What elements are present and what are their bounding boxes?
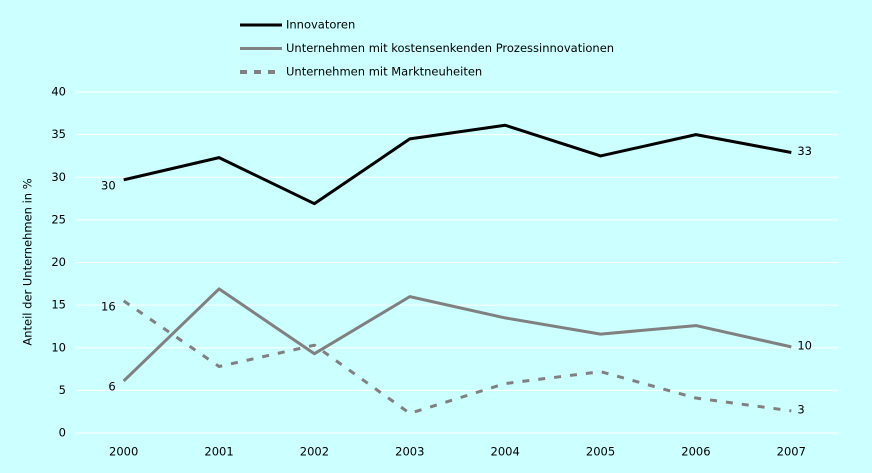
y-tick-label: 25 (51, 212, 66, 226)
data-label: 6 (108, 379, 115, 393)
legend-label: Unternehmen mit Marktneuheiten (286, 65, 482, 79)
x-tick-label: 2001 (204, 445, 233, 459)
series-line (122, 299, 792, 415)
x-tick-label: 2006 (681, 445, 710, 459)
y-axis-label: Anteil der Unternehmen in % (21, 178, 35, 345)
y-tick-label: 0 (59, 426, 66, 440)
y-tick-label: 30 (51, 170, 66, 184)
x-tick-label: 2000 (109, 445, 138, 459)
series-line (123, 123, 792, 206)
data-label: 3 (797, 402, 804, 416)
y-tick-label: 10 (51, 340, 66, 354)
y-tick-label: 35 (51, 127, 66, 141)
x-tick-label: 2004 (491, 445, 520, 459)
x-tick-label: 2002 (300, 445, 329, 459)
series-line (122, 287, 792, 383)
y-tick-label: 40 (51, 85, 66, 99)
data-label: 16 (101, 299, 116, 313)
data-label: 10 (797, 338, 812, 352)
data-label: 30 (101, 178, 116, 192)
x-tick-label: 2003 (395, 445, 424, 459)
y-tick-label: 15 (51, 298, 66, 312)
data-label: 33 (797, 144, 812, 158)
legend-label: Unternehmen mit kostensenkenden Prozessi… (286, 41, 614, 55)
legend-label: Innovatoren (286, 18, 355, 32)
y-tick-label: 20 (51, 255, 66, 269)
x-tick-label: 2005 (586, 445, 615, 459)
y-tick-label: 5 (59, 383, 66, 397)
x-tick-label: 2007 (777, 445, 806, 459)
